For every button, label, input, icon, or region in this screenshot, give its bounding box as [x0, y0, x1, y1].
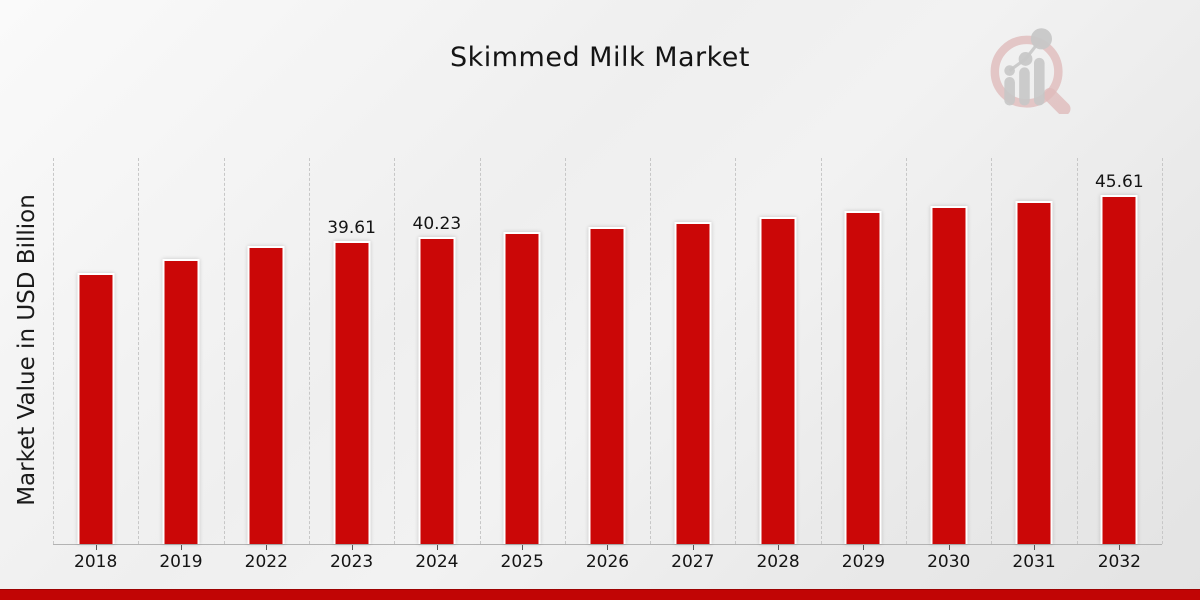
bar-2022 [247, 245, 285, 544]
bar-value-label-2024: 40.23 [412, 213, 462, 234]
x-axis-label-2028: 2028 [756, 552, 800, 572]
y-axis-label: Market Value in USD Billion [14, 194, 40, 506]
bar-slot-2024: 40.23 [394, 158, 479, 544]
bar-2027 [674, 221, 712, 544]
x-axis-slot-2023: 2023 [309, 545, 394, 577]
bar-2019 [162, 259, 200, 544]
x-axis-tick [778, 545, 780, 550]
bar-2029 [844, 211, 882, 544]
x-axis-slot-2032: 2032 [1077, 545, 1162, 577]
gridline [308, 158, 310, 544]
bar-slot-2019 [138, 158, 223, 544]
bar-slot-2028 [735, 158, 820, 544]
x-axis-slot-2024: 2024 [394, 545, 479, 577]
x-axis-tick [1119, 545, 1121, 550]
chart-title: Skimmed Milk Market [449, 42, 751, 73]
gridline [394, 158, 396, 544]
gridline [650, 158, 652, 544]
x-axis-slot-2018: 2018 [53, 545, 138, 577]
x-axis-slot-2030: 2030 [906, 545, 991, 577]
bar-2024 [418, 236, 456, 544]
x-axis-tick [351, 545, 353, 550]
gridline [53, 158, 54, 544]
bottom-red-band [0, 589, 1200, 600]
bar-2026 [588, 226, 626, 544]
bar-slot-2023: 39.61 [309, 158, 394, 544]
bar-2025 [503, 231, 541, 544]
bar-value-label-2023: 39.61 [327, 218, 376, 239]
bar-2018 [77, 273, 115, 544]
gridline [223, 158, 225, 544]
plot-area: 39.61 40.23 45.61 [53, 158, 1163, 545]
bar-slot-2026 [565, 158, 650, 544]
x-axis-slot-2025: 2025 [480, 545, 565, 577]
x-axis-tick [436, 545, 438, 550]
x-axis-tick [607, 545, 609, 550]
x-axis-label-2025: 2025 [500, 552, 544, 572]
x-axis-slot-2026: 2026 [565, 545, 650, 577]
gridline [820, 158, 822, 544]
bar-slot-2018 [53, 158, 138, 544]
x-axis-slot-2027: 2027 [650, 545, 735, 577]
x-axis-slot-2028: 2028 [735, 545, 820, 577]
bar-slot-2029 [821, 158, 906, 544]
x-axis-tick [1034, 545, 1036, 550]
bar-value-label-2032: 45.61 [1094, 172, 1144, 193]
x-axis-label-2022: 2022 [244, 552, 288, 572]
x-axis-label-2024: 2024 [415, 552, 459, 572]
x-axis-label-2029: 2029 [841, 552, 886, 572]
gridline [1076, 158, 1078, 544]
x-axis-label-2026: 2026 [585, 552, 630, 572]
bar-2031 [1015, 200, 1053, 544]
bar-2028 [759, 216, 797, 544]
bar-slot-2025 [480, 158, 565, 544]
x-axis-tick [180, 545, 182, 550]
mrfr-magnifier-bar-chart-logo-icon [990, 28, 1071, 114]
x-axis-label-2019: 2019 [159, 552, 203, 572]
gridline [991, 158, 993, 544]
x-axis-slot-2019: 2019 [138, 545, 223, 577]
bar-slot-2022 [224, 158, 309, 544]
gridline [735, 158, 737, 544]
x-axis-tick [948, 545, 950, 550]
x-axis-slot-2022: 2022 [224, 545, 309, 577]
x-axis: 2018 2019 2022 2023 2024 2025 2026 2027 2028 2029… [53, 545, 1162, 577]
gridline [564, 158, 566, 544]
x-axis-tick [692, 545, 694, 550]
gridline [906, 158, 908, 544]
x-axis-tick [95, 545, 97, 550]
x-axis-label-2023: 2023 [329, 552, 374, 572]
x-axis-label-2018: 2018 [74, 552, 118, 572]
bar-2023 [333, 241, 371, 544]
gridline [1162, 158, 1163, 544]
bar-slot-2027 [650, 158, 735, 544]
x-axis-label-2032: 2032 [1097, 552, 1141, 572]
bar-2032 [1100, 195, 1138, 544]
bar-slot-2032: 45.61 [1077, 158, 1162, 544]
gridline [479, 158, 481, 544]
x-axis-slot-2029: 2029 [821, 545, 906, 577]
x-axis-slot-2031: 2031 [991, 545, 1076, 577]
gridline [138, 158, 140, 544]
bar-2030 [930, 206, 968, 544]
bar-slot-2031 [991, 158, 1076, 544]
x-axis-tick [266, 545, 268, 550]
bar-slot-2030 [906, 158, 991, 544]
x-axis-tick [522, 545, 524, 550]
x-axis-label-2027: 2027 [671, 552, 715, 572]
x-axis-tick [863, 545, 865, 550]
x-axis-label-2031: 2031 [1012, 552, 1056, 572]
x-axis-label-2030: 2030 [927, 552, 971, 572]
